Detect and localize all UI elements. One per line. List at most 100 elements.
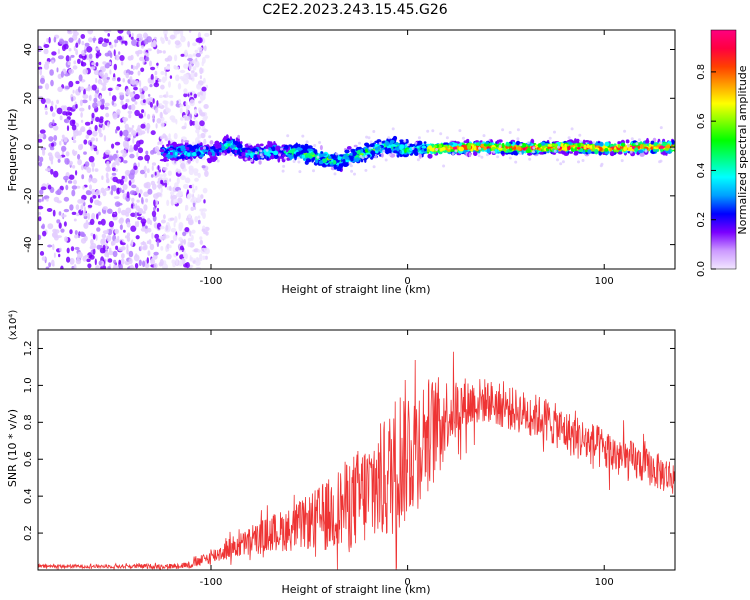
noise-point	[191, 229, 196, 234]
noise-point	[63, 139, 68, 143]
noise-point	[189, 119, 193, 127]
noise-point	[121, 104, 128, 110]
noise-point	[87, 204, 93, 208]
signal-point	[288, 150, 294, 154]
noise-point	[81, 194, 87, 201]
noise-point	[83, 88, 86, 96]
signal-point	[214, 140, 220, 146]
noise-point	[89, 141, 92, 147]
signal-point	[174, 151, 178, 156]
noise-point	[175, 44, 180, 49]
noise-point	[190, 206, 195, 211]
noise-point	[177, 189, 182, 196]
noise-point	[179, 30, 184, 34]
noise-point	[160, 71, 165, 75]
signal-point	[176, 156, 182, 160]
noise-point	[144, 263, 150, 269]
noise-point	[93, 97, 98, 103]
noise-point	[38, 198, 42, 203]
noise-point	[65, 55, 70, 62]
noise-point	[72, 119, 76, 125]
noise-point	[115, 54, 120, 61]
signal-point	[638, 149, 644, 154]
noise-point	[170, 240, 175, 244]
noise-point	[165, 108, 171, 113]
signal-point	[450, 149, 455, 152]
noise-point	[120, 209, 127, 216]
signal-point	[215, 145, 219, 149]
faint-point	[378, 141, 382, 145]
noise-point	[169, 178, 172, 182]
noise-point	[59, 115, 63, 121]
signal-point	[512, 150, 518, 156]
noise-point	[56, 99, 59, 105]
signal-point	[210, 157, 217, 162]
faint-point	[531, 150, 535, 154]
noise-point	[120, 242, 126, 246]
noise-point	[169, 34, 176, 40]
faint-point	[411, 146, 415, 150]
noise-point	[84, 42, 90, 47]
noise-point	[193, 93, 197, 99]
noise-point	[95, 54, 99, 59]
noise-point	[130, 104, 136, 111]
noise-point	[196, 84, 202, 90]
noise-point	[125, 207, 132, 214]
noise-point	[131, 203, 134, 209]
noise-point	[59, 140, 62, 146]
noise-point	[107, 33, 110, 37]
noise-point	[134, 109, 140, 117]
signal-point	[393, 150, 398, 154]
signal-point	[301, 154, 306, 159]
noise-point	[57, 55, 64, 60]
faint-point	[208, 135, 212, 139]
faint-point	[259, 149, 263, 153]
noise-point	[183, 238, 186, 245]
noise-point	[199, 120, 205, 127]
noise-point	[44, 61, 51, 65]
faint-point	[364, 168, 368, 172]
noise-point	[96, 149, 99, 155]
noise-point	[109, 69, 112, 75]
noise-point	[164, 71, 167, 77]
colorbar-tick-label: 0.0	[696, 261, 707, 277]
signal-point	[594, 149, 599, 155]
noise-point	[154, 233, 160, 239]
signal-point	[506, 149, 510, 153]
noise-point	[154, 107, 159, 114]
signal-point	[255, 143, 260, 148]
noise-point	[108, 220, 114, 228]
noise-point	[91, 178, 94, 183]
noise-point	[146, 122, 151, 130]
noise-point	[140, 67, 145, 73]
signal-point	[473, 146, 477, 151]
noise-point	[153, 251, 159, 256]
noise-point	[116, 36, 123, 41]
noise-point	[134, 93, 140, 100]
noise-point	[131, 184, 137, 189]
noise-point	[64, 86, 71, 90]
signal-point	[282, 154, 286, 158]
noise-point	[120, 100, 124, 106]
noise-point	[167, 39, 171, 45]
signal-point	[530, 138, 535, 144]
signal-point	[475, 140, 479, 143]
noise-point	[64, 158, 70, 165]
noise-point	[98, 260, 102, 266]
noise-point	[194, 60, 200, 68]
noise-point	[88, 105, 91, 110]
noise-point	[68, 80, 74, 88]
signal-point	[198, 143, 203, 146]
noise-point	[80, 143, 84, 150]
signal-point	[576, 138, 580, 144]
noise-point	[190, 70, 195, 74]
noise-point	[179, 69, 186, 74]
faint-point	[514, 160, 518, 164]
faint-point	[553, 130, 556, 134]
noise-point	[52, 119, 55, 126]
noise-point	[192, 59, 196, 64]
noise-point	[180, 175, 186, 181]
signal-point	[297, 147, 303, 151]
noise-point	[178, 237, 183, 242]
noise-point	[174, 216, 178, 223]
